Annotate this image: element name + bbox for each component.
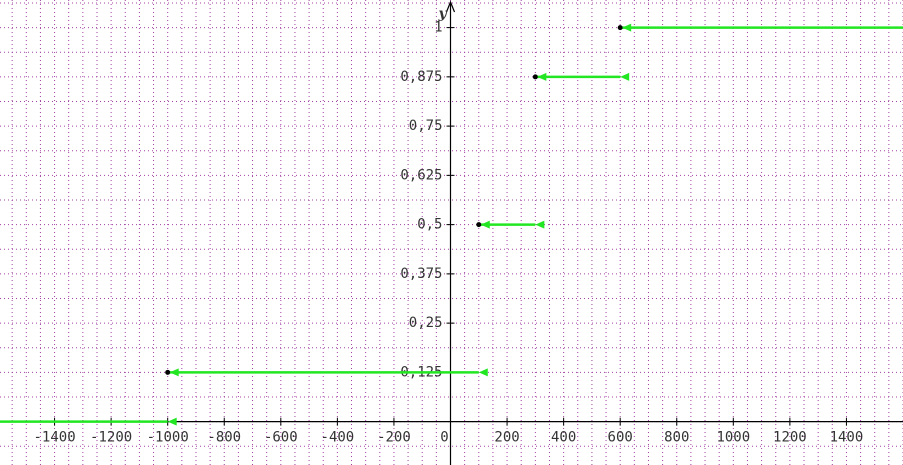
segment-start: [532, 74, 538, 80]
x-tick-label: 200: [494, 430, 519, 446]
y-tick-label: 0,875: [400, 69, 442, 85]
y-axis-label: y: [438, 6, 448, 22]
x-tick-label: -1400: [33, 430, 75, 446]
y-tick-label: 0,625: [400, 167, 442, 183]
y-tick-label: 0,25: [409, 315, 443, 331]
y-tick-label: 0,75: [409, 118, 443, 134]
y-axis-arrow: [445, 0, 456, 13]
y-tick-label: 0,5: [417, 217, 442, 233]
x-tick-label: -800: [207, 430, 241, 446]
segment-arrow: [167, 417, 177, 426]
segment-start: [476, 222, 482, 228]
x-tick-label: -600: [264, 430, 298, 446]
x-tick-label: 400: [551, 430, 576, 446]
x-tick-label: 800: [664, 430, 689, 446]
x-tick-label: 1000: [716, 430, 750, 446]
x-tick-label: -200: [377, 430, 411, 446]
segment-arrow: [537, 72, 547, 81]
segment-start: [617, 25, 623, 31]
y-tick-label: 1: [434, 20, 442, 36]
x-tick-label: -1200: [90, 430, 132, 446]
marks: [0, 23, 903, 426]
segment-arrow: [620, 72, 630, 81]
x-tick-label: -400: [321, 430, 355, 446]
segment-arrow: [622, 23, 632, 32]
segment-arrow: [535, 220, 545, 229]
segment-start: [165, 369, 171, 375]
x-tick-label: -1000: [147, 430, 189, 446]
y-tick-label: 0,375: [400, 266, 442, 282]
x-tick-label: 1200: [773, 430, 807, 446]
segment-arrow: [169, 368, 179, 377]
segment-arrow: [478, 368, 488, 377]
x-tick-label: 0: [440, 430, 448, 446]
x-tick-label: 1400: [830, 430, 864, 446]
segment-arrow: [480, 220, 490, 229]
x-tick-label: 600: [608, 430, 633, 446]
